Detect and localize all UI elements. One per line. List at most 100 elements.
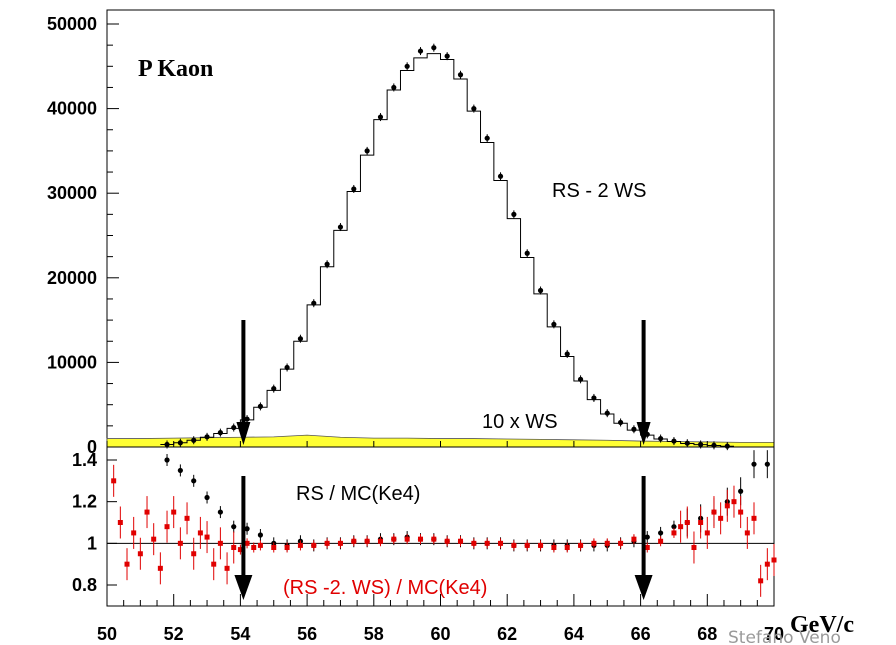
ratio-red-point [197,530,203,536]
ratio-red-point [678,524,684,530]
data-point [217,430,223,436]
ratio-red-point [324,540,330,546]
ws-band-label: 10 x WS [482,411,558,433]
data-point [724,443,730,449]
ratio-red-point [311,542,317,548]
ratio-red-point [658,538,664,544]
data-point [204,434,210,440]
ratio-red-point [471,540,477,546]
x-tick-label: 56 [297,624,317,644]
ratio-red-point [698,520,704,525]
main-plot-frame [106,9,775,448]
ratio-red-point [691,545,697,550]
ratio-red-point [131,530,137,536]
cut-arrow-main-head [236,422,251,445]
ratio-black-point [204,494,210,501]
x-tick-label: 58 [364,624,384,644]
ratio-red-point [631,536,637,542]
ratio-red-point [711,509,717,515]
data-point [351,186,357,192]
data-point [591,395,597,401]
data-point [244,416,250,422]
ratio-red-point [511,542,517,548]
data-point [551,321,557,327]
ratio-black-point [244,526,250,532]
ratio-red-point [444,538,450,544]
ratio-y-tick-label: 1 [87,533,97,553]
ratio-red-point [404,536,410,542]
cut-arrow-ratio-head [234,575,253,600]
ratio-red-point [644,545,650,550]
main-series-label: RS - 2 WS [552,180,646,202]
data-point [631,426,637,432]
data-point [684,440,690,446]
ratio-red-point [751,515,757,521]
ratio-red-point [771,557,777,563]
ratio-red-point [171,509,177,515]
x-tick-label: 60 [430,624,450,644]
data-point [484,135,490,141]
ratio-red-series [111,464,777,597]
ratio-red-point [217,540,223,546]
ratio-red-label: (RS -2. WS) / MC(Ke4) [283,577,487,599]
ratio-black-point [644,534,650,540]
ratio-red-point [684,520,690,525]
ratio-red-point [157,565,163,571]
ratio-red-point [458,538,464,544]
ratio-red-point [177,540,183,546]
ratio-red-point [764,561,770,567]
ratio-red-point [578,542,584,548]
data-point [324,261,330,267]
main-y-tick-label: 40000 [47,99,97,119]
data-point [257,403,264,409]
cut-arrow-main-head [636,422,651,445]
data-point [617,419,624,426]
ratio-red-point [111,478,117,484]
main-y-tick-label: 0 [87,437,97,457]
ratio-red-point [244,540,250,546]
ratio-red-point [718,515,724,521]
ratio-red-point [618,540,624,546]
chart-title: P Kaon [138,56,213,82]
ratio-black-point [177,467,183,474]
ratio-y-tick-label: 1.2 [72,492,97,512]
x-tick-label: 52 [164,624,184,644]
data-point [337,224,344,230]
data-point [297,336,304,342]
ratio-panel: 0.8 1 1.2 1.4 50 52 54 56 58 60 62 64 66 68 70 RS / M… [72,441,784,644]
data-point [457,72,464,78]
x-tick-label: 66 [631,624,651,644]
ratio-red-point [391,536,397,542]
x-tick-label: 62 [497,624,517,644]
data-point [391,84,397,91]
ratio-red-point [591,540,597,546]
x-tick-label: 70 [764,624,784,644]
ratio-red-point [124,561,130,567]
ratio-red-point [377,538,383,544]
ratio-red-point [151,536,157,542]
ratio-red-point [257,542,263,548]
data-point [404,63,410,69]
main-y-axis: 0 10000 20000 30000 40000 50000 [47,14,119,457]
ratio-red-point [671,530,677,536]
ratio-y-tick-label: 1.4 [72,450,97,470]
ratio-red-point [191,551,197,557]
ratio-red-point [231,545,237,550]
data-point [511,211,517,217]
ratio-black-point [658,530,664,536]
ratio-black-point [217,509,223,515]
data-point [564,351,570,357]
data-point [364,148,370,154]
data-point [311,300,317,306]
ratio-black-point [671,524,677,530]
ratio-red-point [251,545,257,550]
ratio-red-point [731,499,737,505]
main-y-tick-label: 10000 [47,352,97,372]
data-point [191,437,197,443]
data-point [231,424,237,431]
data-point [671,438,677,444]
ratio-black-point [231,524,237,530]
ratio-red-point [524,542,530,548]
x-tick-label: 50 [97,624,117,644]
data-points [164,43,730,451]
